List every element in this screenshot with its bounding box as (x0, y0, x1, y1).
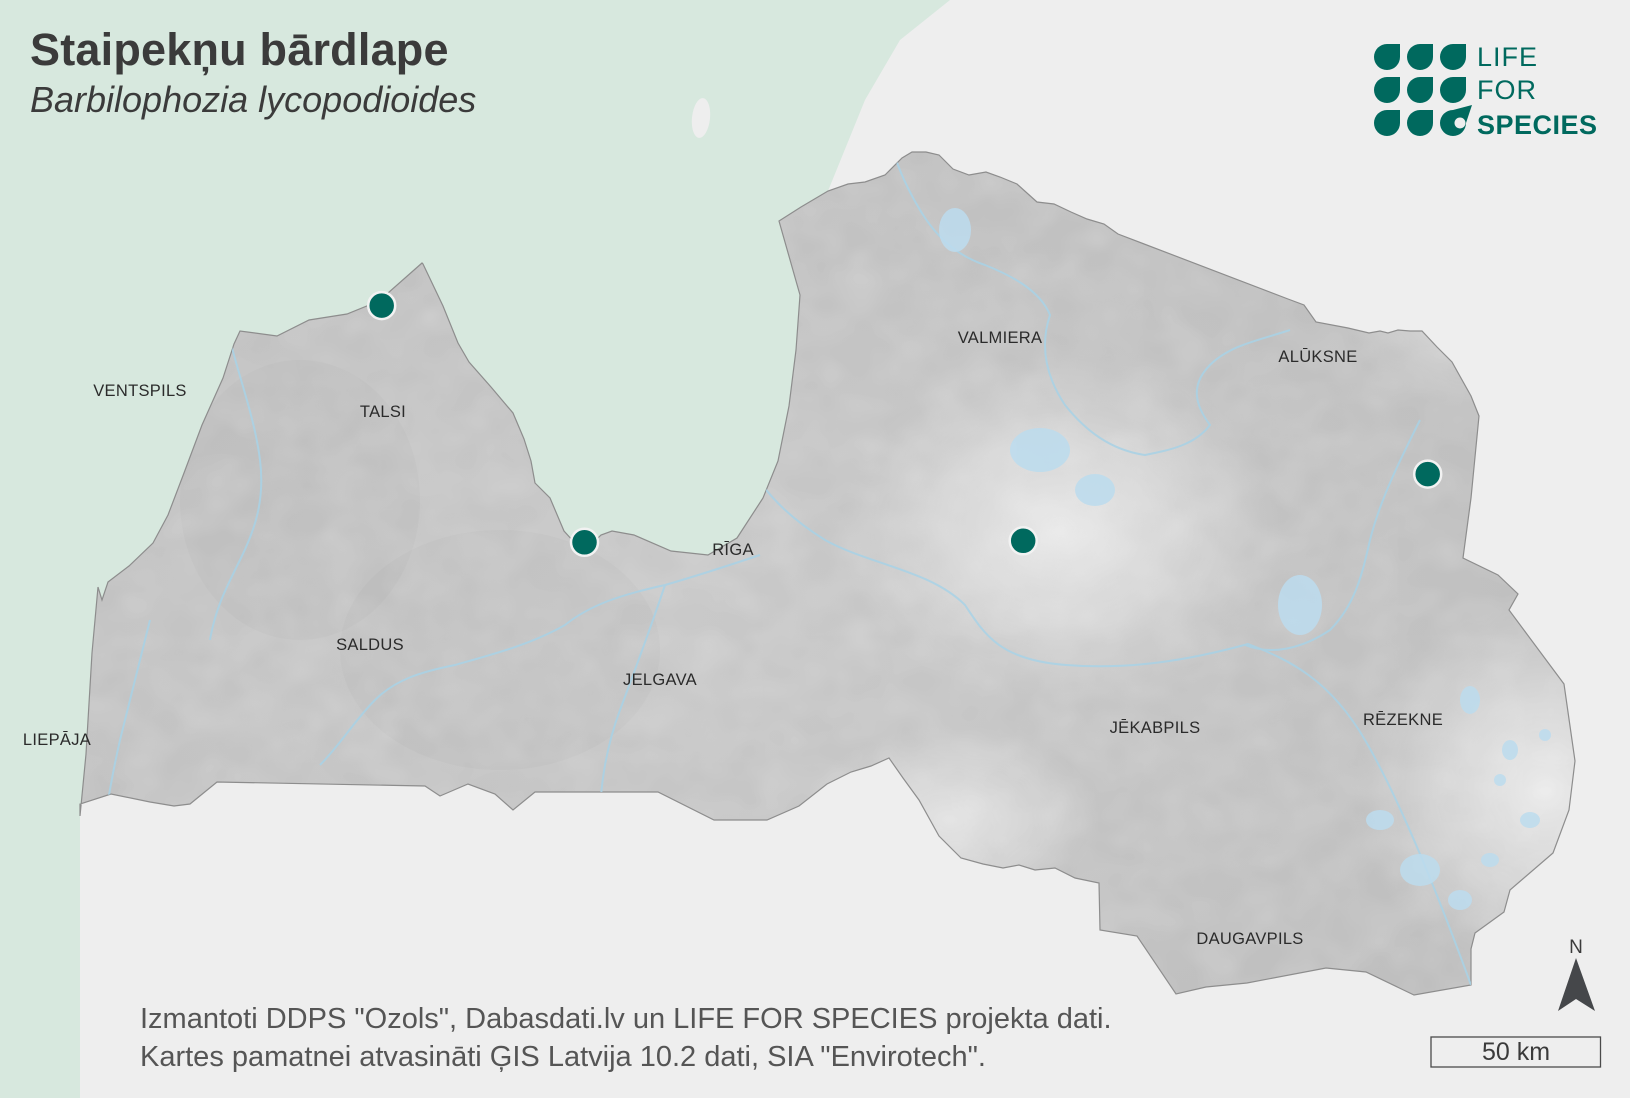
svg-text:DAUGAVPILS: DAUGAVPILS (1196, 930, 1303, 948)
svg-text:SALDUS: SALDUS (336, 636, 404, 654)
svg-text:SPECIES: SPECIES (1477, 110, 1598, 140)
svg-text:JĒKABPILS: JĒKABPILS (1110, 719, 1201, 737)
svg-text:N: N (1569, 937, 1583, 958)
svg-text:LIEPĀJA: LIEPĀJA (23, 731, 91, 749)
svg-text:JELGAVA: JELGAVA (623, 671, 697, 689)
svg-text:VALMIERA: VALMIERA (958, 329, 1043, 347)
svg-text:ALŪKSNE: ALŪKSNE (1278, 348, 1357, 366)
svg-text:LIFE: LIFE (1477, 44, 1538, 72)
svg-text:VENTSPILS: VENTSPILS (93, 382, 186, 400)
svg-text:RĒZEKNE: RĒZEKNE (1363, 711, 1443, 729)
svg-text:50 km: 50 km (1482, 1038, 1550, 1066)
svg-text:TALSI: TALSI (360, 403, 406, 421)
svg-text:RĪGA: RĪGA (712, 541, 754, 559)
svg-text:FOR: FOR (1477, 75, 1537, 105)
